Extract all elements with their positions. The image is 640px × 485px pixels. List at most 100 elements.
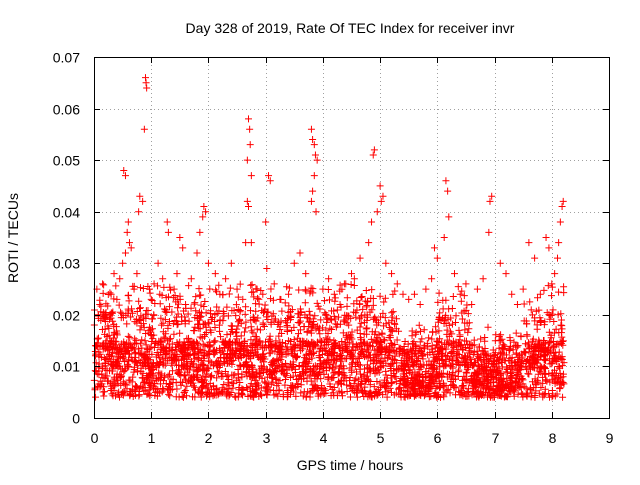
data-point (485, 228, 493, 236)
data-point (511, 385, 519, 393)
data-point (406, 354, 414, 362)
data-point (170, 330, 178, 338)
data-point (322, 310, 330, 318)
data-point (356, 361, 364, 369)
data-point (291, 365, 299, 373)
data-point (126, 333, 134, 341)
data-point (436, 383, 444, 391)
data-point (363, 324, 371, 332)
data-point (460, 292, 468, 300)
data-point (307, 287, 315, 295)
data-point (464, 310, 472, 318)
data-point (145, 386, 153, 394)
data-point (356, 254, 364, 262)
data-point (551, 270, 559, 278)
data-point (254, 345, 262, 353)
data-point (517, 372, 525, 380)
data-point (414, 347, 422, 355)
data-point (535, 347, 543, 355)
data-point (368, 286, 376, 294)
data-point (133, 270, 141, 278)
data-point (144, 283, 152, 291)
data-point (135, 350, 143, 358)
data-point (248, 368, 256, 376)
data-point (477, 390, 485, 398)
data-point (405, 295, 413, 303)
data-point (348, 353, 356, 361)
data-point (535, 306, 543, 314)
data-point (368, 218, 376, 226)
data-point (440, 234, 448, 241)
data-point (163, 357, 171, 365)
data-point (500, 393, 508, 401)
data-point (390, 319, 398, 327)
data-point (343, 294, 351, 302)
data-point (148, 297, 156, 304)
data-point (364, 313, 372, 321)
data-point (540, 352, 548, 360)
data-point (173, 385, 181, 393)
data-point (118, 310, 126, 318)
data-point (104, 302, 112, 310)
data-point (365, 239, 373, 247)
data-point (447, 363, 455, 371)
data-point (387, 361, 395, 369)
data-point (116, 393, 124, 401)
data-point (343, 381, 351, 389)
data-point (558, 325, 566, 333)
data-point (103, 333, 111, 341)
data-point (96, 301, 104, 309)
data-point (548, 357, 556, 365)
data-point (540, 286, 548, 294)
data-point (110, 270, 118, 278)
data-point (360, 387, 368, 395)
data-point (135, 316, 143, 324)
data-point (143, 84, 151, 92)
data-point (548, 292, 556, 300)
data-point (517, 332, 525, 340)
data-point (529, 360, 537, 368)
data-point (246, 125, 254, 133)
chart-title: Day 328 of 2019, Rate Of TEC Index for r… (186, 20, 515, 36)
data-point (416, 301, 424, 309)
data-point (428, 328, 436, 336)
data-point (388, 341, 396, 349)
data-point (164, 324, 172, 332)
data-point (242, 358, 250, 366)
data-point (491, 366, 499, 374)
data-point (431, 379, 439, 387)
data-point (326, 324, 334, 332)
data-point (465, 325, 473, 333)
data-point (290, 259, 298, 267)
data-point (296, 314, 304, 322)
data-point (119, 354, 127, 362)
data-point (452, 391, 460, 399)
data-point (499, 341, 507, 349)
data-point (418, 351, 426, 359)
data-point (131, 357, 139, 365)
data-point (356, 370, 364, 378)
data-point (253, 325, 261, 333)
data-point (402, 381, 410, 389)
data-point (542, 351, 550, 359)
data-point (239, 391, 247, 399)
data-point (536, 314, 544, 322)
data-point (283, 393, 291, 401)
data-point (289, 372, 297, 380)
data-point (140, 379, 148, 387)
data-point (236, 280, 244, 288)
data-point (117, 372, 125, 380)
data-point (120, 166, 128, 174)
data-point (346, 373, 354, 381)
data-point (248, 281, 256, 289)
data-point (305, 351, 313, 359)
data-point (536, 353, 544, 361)
data-point (115, 301, 123, 309)
data-point (409, 379, 417, 387)
data-point (294, 330, 302, 338)
data-point (497, 350, 505, 358)
data-point (506, 334, 514, 342)
data-point (154, 282, 162, 290)
data-point (448, 381, 456, 389)
data-point (330, 339, 338, 347)
